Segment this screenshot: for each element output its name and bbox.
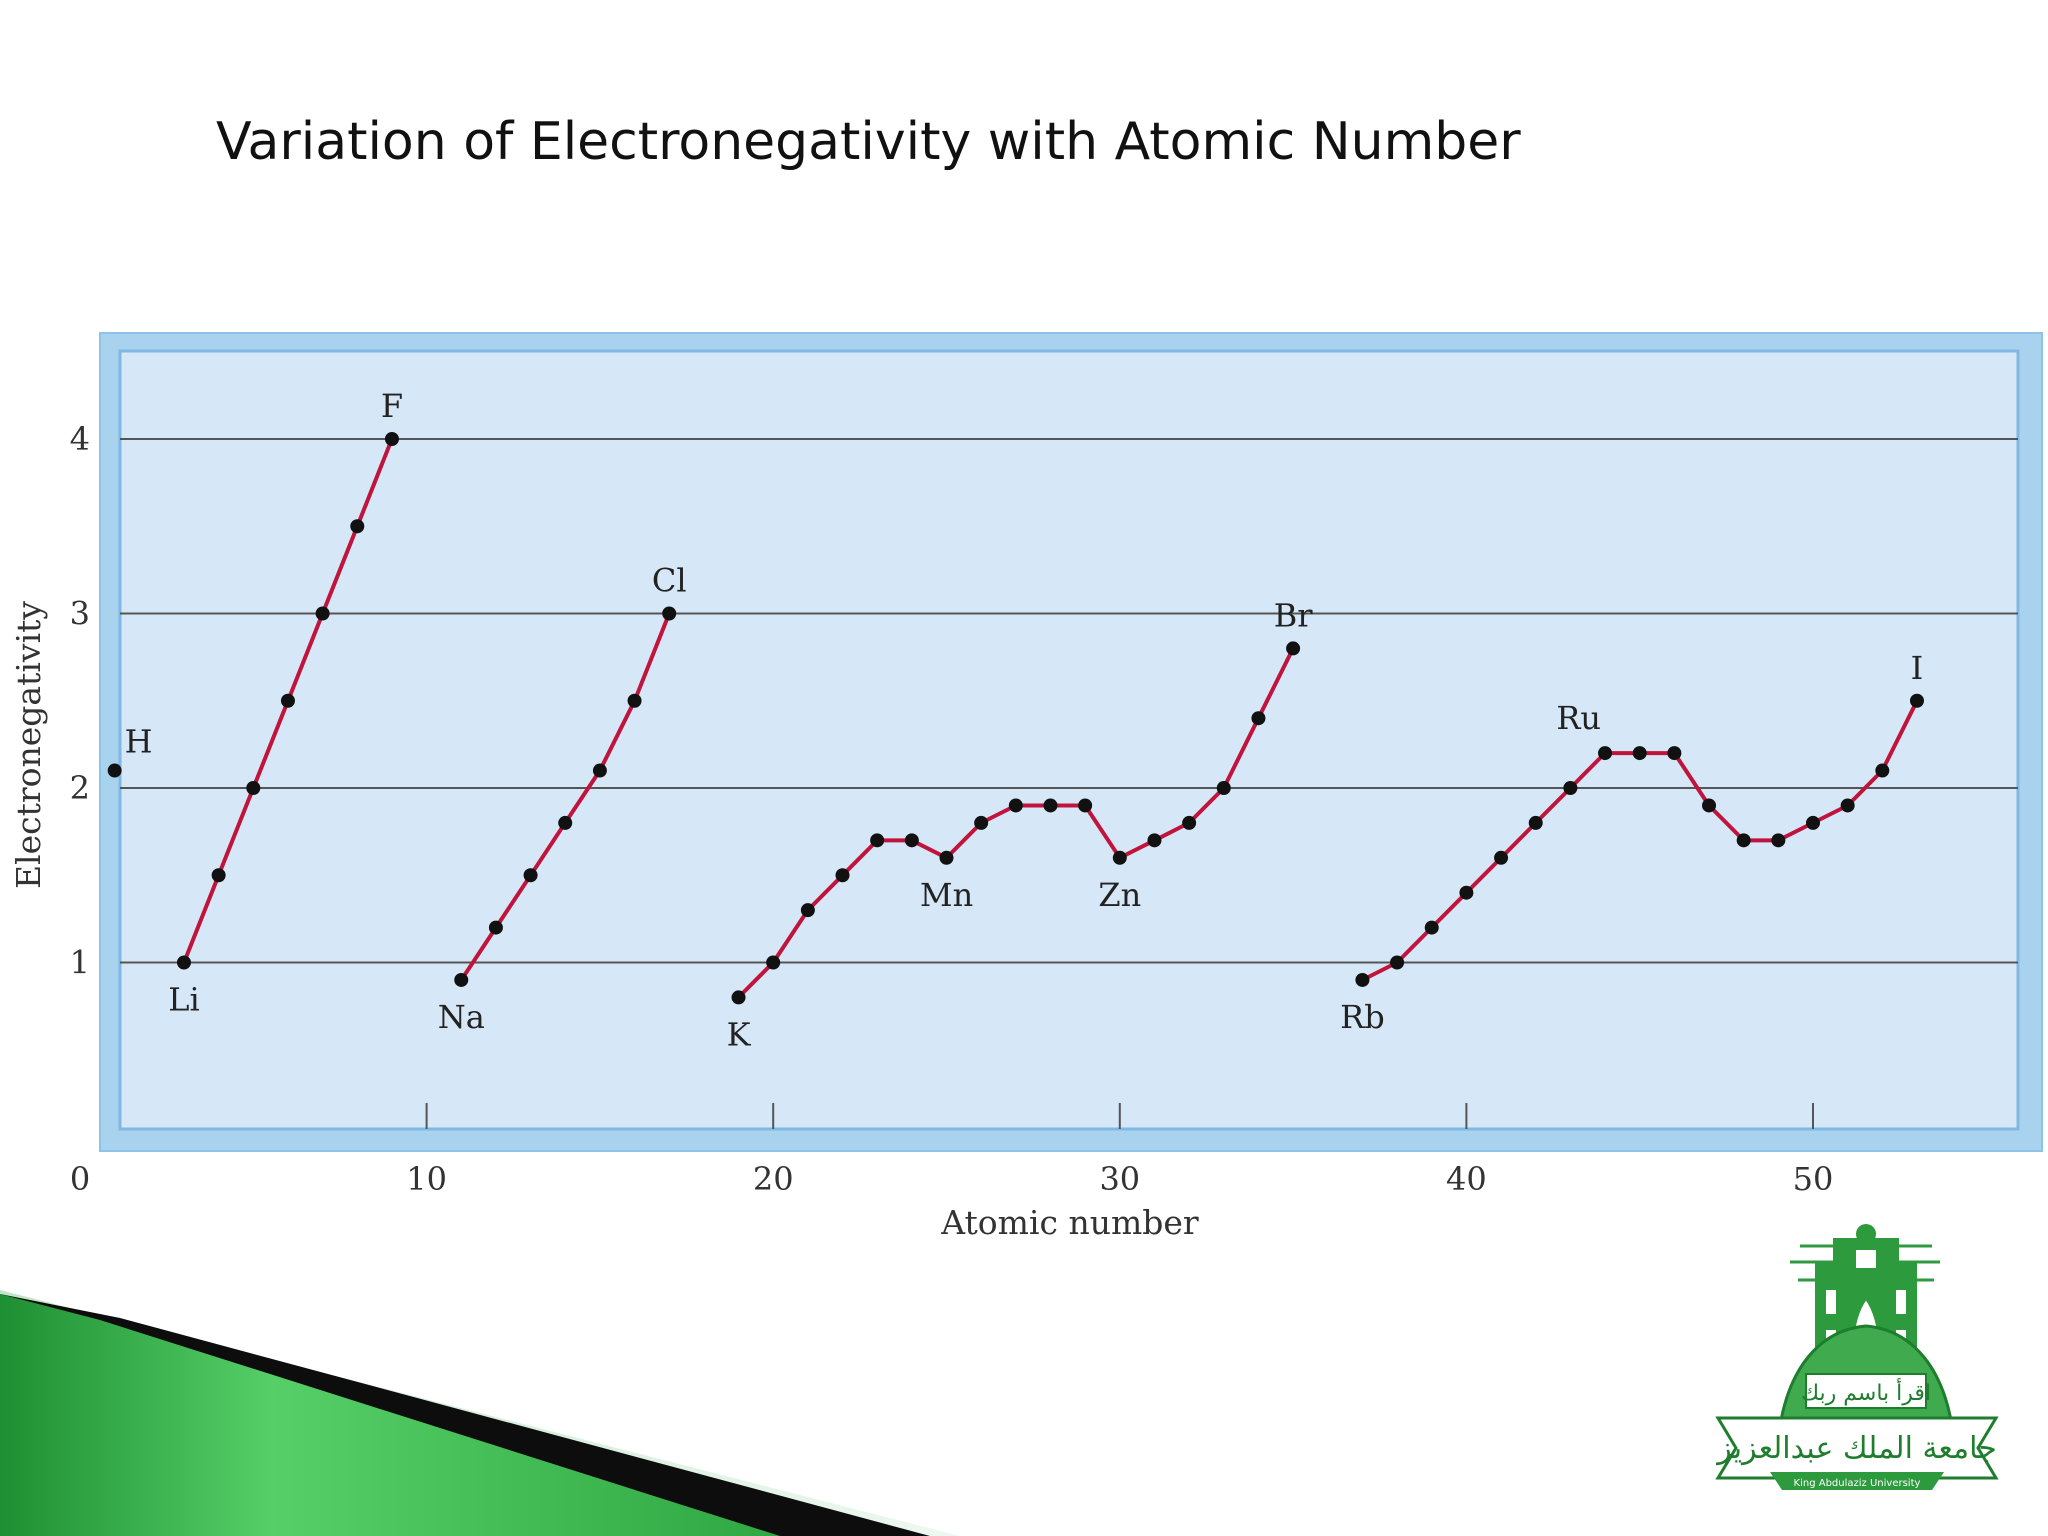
data-point: [315, 606, 330, 621]
x-tick-marks: [425, 1103, 1814, 1129]
data-point: [766, 955, 781, 970]
data-point: [1078, 798, 1093, 813]
data-point: [662, 606, 677, 621]
element-label-li: Li: [168, 981, 199, 1019]
data-point: [627, 693, 642, 708]
y-tick-label: 4: [70, 420, 90, 458]
element-labels: H Li F Na Cl K Mn Zn Br Rb Ru I: [125, 387, 1924, 1053]
element-label-k: K: [727, 1015, 752, 1053]
data-point: [1286, 641, 1301, 656]
data-point: [1909, 693, 1924, 708]
x-axis-title: Atomic number: [940, 1203, 1199, 1242]
data-point: [1251, 711, 1266, 726]
data-point: [558, 815, 573, 830]
element-label-h: H: [125, 723, 153, 761]
data-point: [974, 815, 989, 830]
element-label-rb: Rb: [1340, 998, 1385, 1036]
element-label-f: F: [381, 387, 403, 425]
data-point: [176, 955, 191, 970]
data-point: [939, 850, 954, 865]
data-point: [1840, 798, 1855, 813]
data-point: [1494, 850, 1509, 865]
data-point: [731, 990, 746, 1005]
data-point: [1598, 746, 1613, 761]
data-point: [1424, 920, 1439, 935]
x-tick-label: 20: [753, 1160, 794, 1198]
element-label-cl: Cl: [652, 562, 687, 600]
logo-english-ribbon: [1770, 1472, 1944, 1490]
logo-name-ribbon: [1715, 1416, 1999, 1480]
x-tick-label: 10: [406, 1160, 447, 1198]
element-label-br: Br: [1274, 596, 1314, 634]
data-point: [1806, 815, 1820, 830]
data-point: [592, 763, 607, 778]
data-point: [1112, 850, 1127, 865]
decor-band-green: [0, 1294, 780, 1536]
university-logo: اقرأ باسم ربك جامعة الملك عبدالعزيز King…: [1715, 1224, 1999, 1490]
y-axis: 1 2 3 4 Electronegativity: [9, 420, 90, 982]
element-label-mn: Mn: [920, 876, 973, 914]
data-point: [1147, 833, 1162, 848]
data-point: [1702, 798, 1717, 813]
logo-window: [1856, 1250, 1876, 1268]
data-point: [904, 833, 919, 848]
data-point: [1182, 815, 1197, 830]
element-label-zn: Zn: [1098, 876, 1141, 914]
element-label-na: Na: [438, 998, 485, 1036]
plot-panel: [118, 349, 2020, 1131]
logo-crown: [1856, 1224, 1876, 1244]
x-tick-label: 0: [70, 1160, 90, 1198]
data-point: [384, 432, 399, 446]
y-tick-label: 3: [70, 595, 90, 633]
data-point: [350, 519, 365, 534]
data-point: [835, 868, 850, 883]
data-point: [1528, 815, 1543, 830]
y-tick-label: 1: [70, 944, 90, 982]
data-point: [280, 693, 295, 708]
data-point: [1008, 798, 1023, 813]
element-label-i: I: [1911, 649, 1924, 687]
grid-lines: [120, 438, 2018, 964]
data-point: [1216, 781, 1231, 795]
data-point: [1390, 955, 1405, 970]
data-point: [870, 833, 885, 848]
x-tick-label: 30: [1099, 1160, 1140, 1198]
data-point: [1771, 833, 1786, 848]
x-axis: 0 10 20 30 40 50 Atomic number: [70, 1160, 1834, 1242]
logo-arabic-name: جامعة الملك عبدالعزيز: [1715, 1431, 1997, 1466]
logo-arabic-motto: اقرأ باسم ربك: [1801, 1378, 1931, 1406]
element-label-ru: Ru: [1556, 699, 1601, 737]
x-tick-label: 50: [1793, 1160, 1834, 1198]
data-point: [246, 781, 261, 795]
data-point: [488, 920, 503, 935]
y-axis-title: Electronegativity: [9, 601, 48, 889]
data-point: [1875, 763, 1890, 778]
data-point: [1667, 746, 1682, 761]
data-point: [107, 763, 122, 778]
slide-title: Variation of Electronegativity with Atom…: [216, 112, 1521, 172]
x-tick-label: 40: [1446, 1160, 1487, 1198]
data-point: [211, 868, 226, 883]
data-point: [1043, 798, 1058, 813]
data-point: [800, 903, 815, 918]
data-point: [1355, 972, 1370, 987]
data-points: [107, 432, 1924, 1005]
logo-motto-ribbon: [1805, 1373, 1927, 1409]
data-point: [1632, 746, 1647, 761]
data-point: [523, 868, 538, 883]
data-point: [1459, 885, 1474, 900]
data-point: [1563, 781, 1578, 795]
data-point: [1736, 833, 1751, 848]
logo-english-name: King Abdulaziz University: [1794, 1478, 1921, 1489]
data-point: [454, 972, 469, 987]
y-tick-label: 2: [70, 769, 90, 807]
